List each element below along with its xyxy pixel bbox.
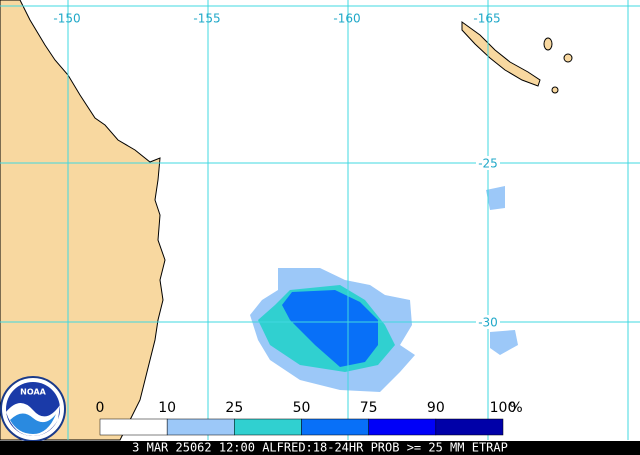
land-australia [0,0,166,441]
land-island [543,37,553,51]
lon-label: -155 [193,12,220,26]
legend-swatch [435,418,504,436]
legend-label: 25 [225,400,243,416]
legend-swatch [166,418,235,436]
land-island [563,53,573,63]
lon-label: -150 [53,12,80,26]
lon-label: -160 [333,12,360,26]
legend-swatch [234,418,302,436]
logo-text: NOAA [20,388,46,397]
legend-label: 0 [96,400,105,416]
legend-label: 50 [293,400,311,416]
legend-unit: % [509,400,522,416]
legend-label: 75 [360,400,378,416]
land-island [551,86,559,94]
prob-10 [490,330,518,355]
caption-bar [0,441,640,455]
legend-swatch [368,418,437,436]
noaa-logo: NOAA [0,376,66,442]
label-bg [476,156,500,170]
lat-label: -30 [478,316,498,330]
legend-label: 10 [158,400,176,416]
prob-50 [282,290,378,367]
legend-label: 100 [490,400,517,416]
label-bg [476,315,500,329]
legend-swatch [99,418,168,436]
caption: 3 MAR 25062 12:00 ALFRED:18-24HR PROB >=… [132,441,508,455]
legend: 0 10 25 50 75 90 100% [96,400,523,436]
lat-label: -25 [478,157,498,171]
lon-label: -165 [473,12,500,26]
legend-swatch [301,418,369,436]
logo-water [10,413,56,434]
land-new-caledonia [461,21,541,87]
prob-10 [486,186,505,210]
legend-label: 90 [427,400,445,416]
